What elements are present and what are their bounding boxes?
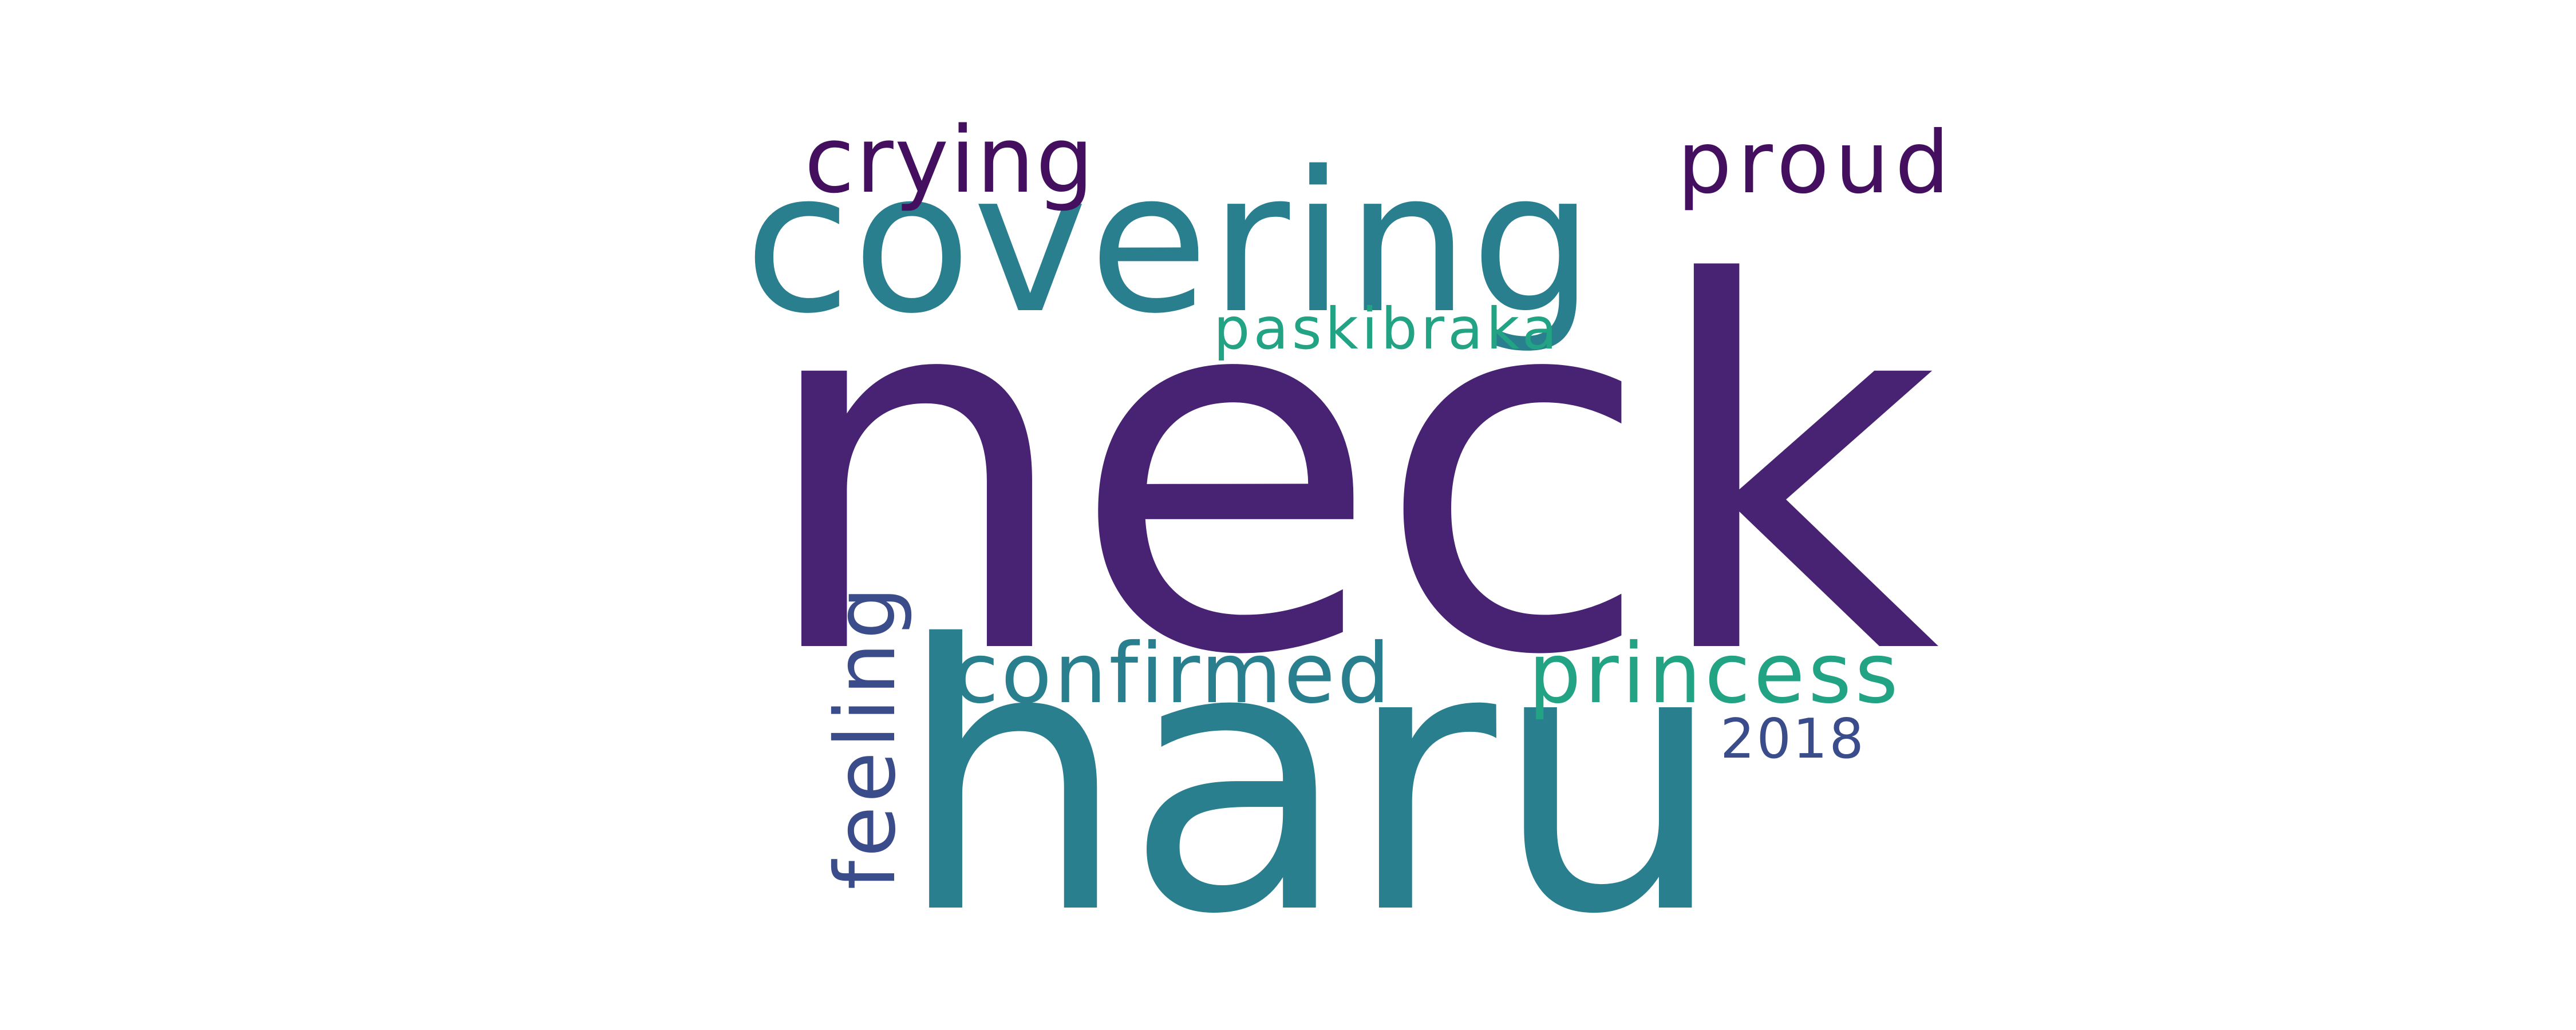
- word-haru: haru: [896, 568, 1725, 994]
- word-feeling: feeling: [817, 583, 914, 890]
- word-proud: proud: [1677, 113, 1955, 213]
- word-crying: crying: [804, 106, 1095, 213]
- word-neck: neck: [756, 179, 1940, 765]
- word-confirmed: confirmed: [953, 625, 1393, 722]
- word-covering: covering: [744, 130, 1595, 356]
- word-princess: princess: [1528, 625, 1902, 722]
- word-2018: 2018: [1720, 708, 1866, 771]
- word-paskibraka: paskibraka: [1214, 295, 1560, 362]
